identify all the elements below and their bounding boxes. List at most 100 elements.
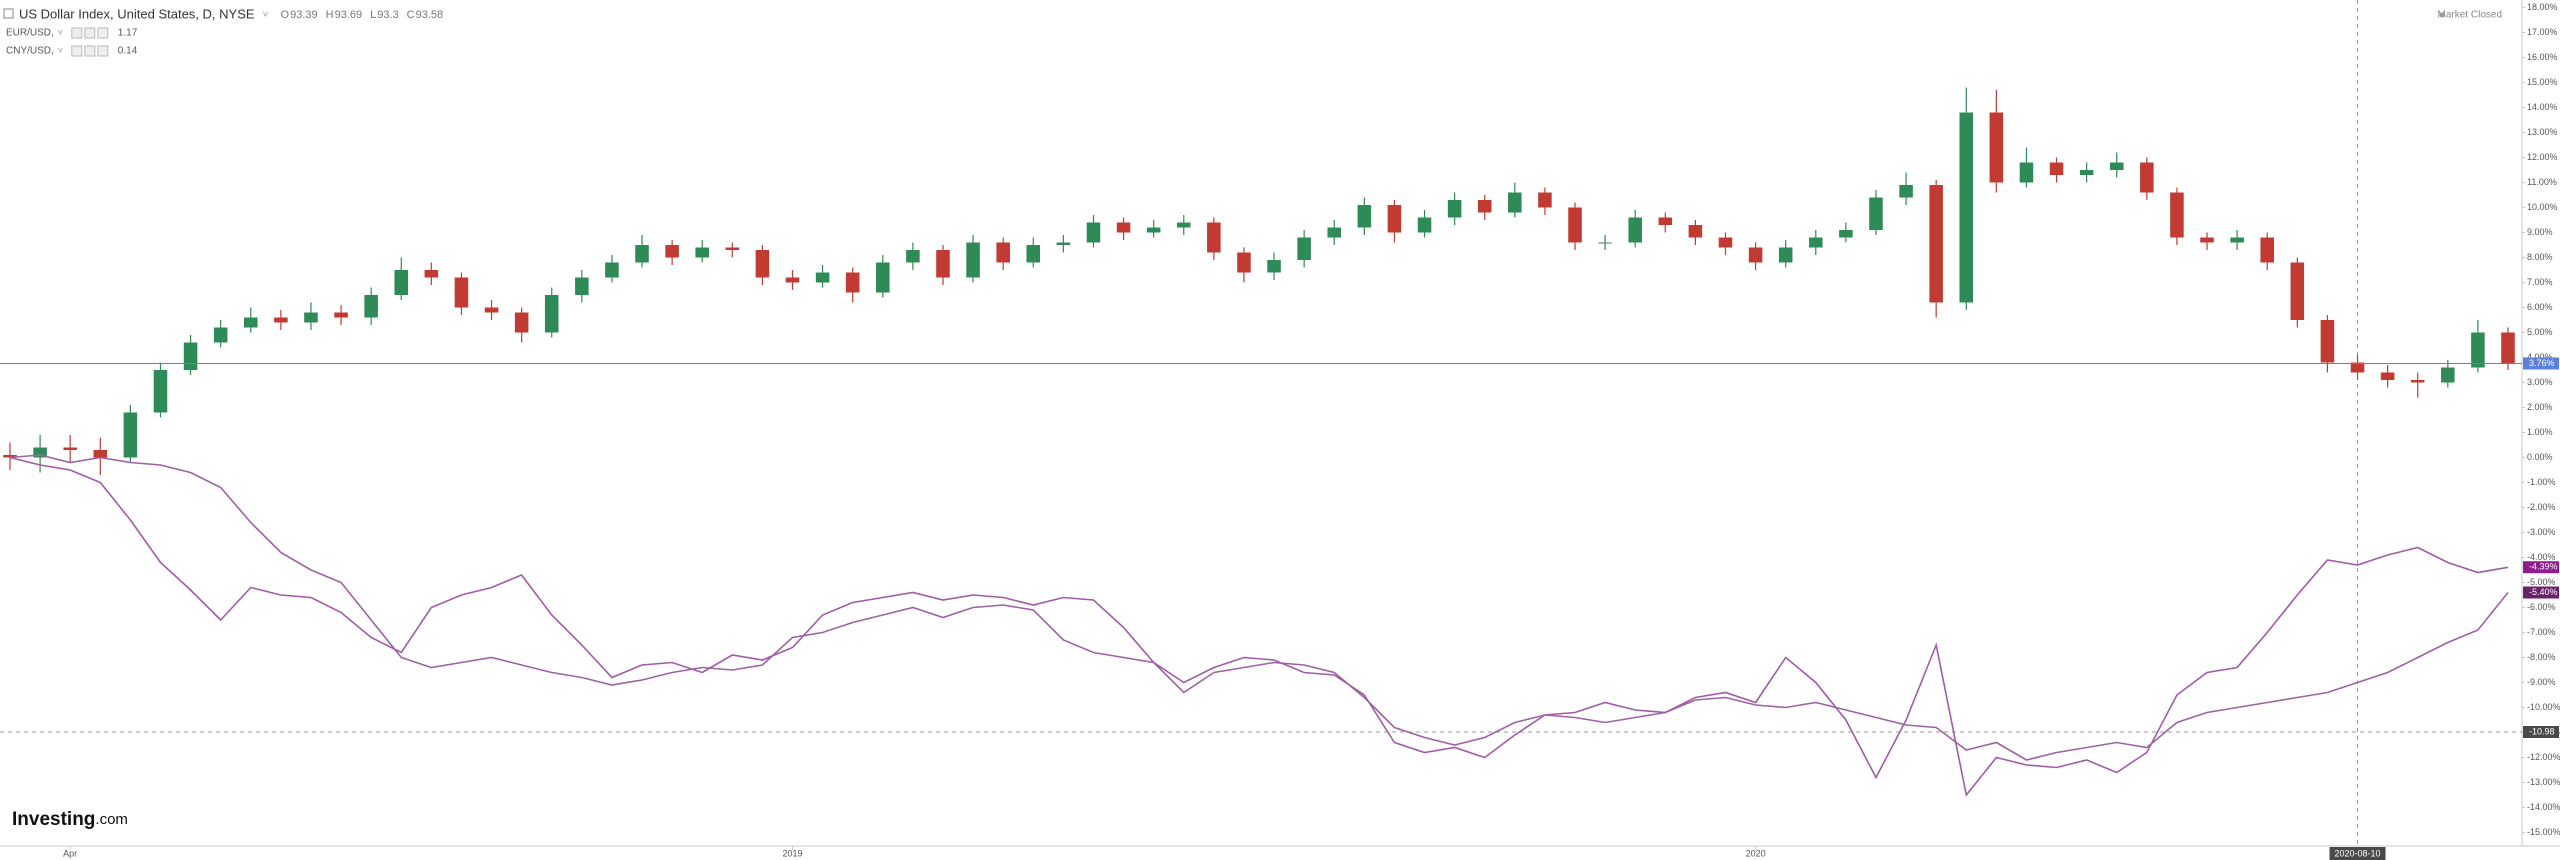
- x-tick-label: Apr: [63, 848, 77, 858]
- candle-body: [1267, 260, 1281, 273]
- candle-body: [695, 247, 709, 258]
- legend-name: CNY/USD,: [6, 46, 54, 57]
- candle-body: [2170, 192, 2184, 238]
- candle-body: [1568, 207, 1582, 243]
- candle-body: [1899, 185, 1913, 198]
- candle-body: [1959, 112, 1974, 303]
- market-status: Market Closed: [2438, 10, 2502, 21]
- series-line: [9, 456, 2509, 797]
- candle-body: [1778, 247, 1793, 263]
- legend-close-button[interactable]: [97, 27, 109, 39]
- readout-label: L: [370, 9, 376, 21]
- candle-body: [1628, 217, 1642, 243]
- legend-value: 1.17: [118, 28, 138, 39]
- readout-value: 93.39: [290, 9, 318, 21]
- y-tick-label: 15.00%: [2527, 77, 2558, 87]
- candle-body: [484, 307, 499, 313]
- candle-body: [1839, 230, 1853, 238]
- candle-body: [63, 447, 77, 450]
- candle-body: [1297, 237, 1311, 260]
- candle-body: [334, 312, 348, 318]
- collapse-icon[interactable]: [3, 8, 14, 19]
- legend-settings-button[interactable]: [84, 45, 96, 57]
- main-title: US Dollar Index, United States, D, NYSE: [19, 6, 255, 21]
- y-tick-label: 3.00%: [2527, 377, 2553, 387]
- legend-name: EUR/USD,: [6, 28, 54, 39]
- candle-body: [1056, 242, 1071, 245]
- legend-eye-button[interactable]: [71, 45, 83, 57]
- y-tick-label: -3.00%: [2527, 527, 2556, 537]
- y-tick-label: 14.00%: [2527, 102, 2558, 112]
- candle-body: [2290, 262, 2305, 320]
- x-tick-label: 2019: [782, 848, 802, 858]
- series-last-box: [2523, 586, 2559, 599]
- series-line: [9, 454, 2509, 761]
- candle-body: [665, 245, 679, 258]
- y-tick-label: 10.00%: [2527, 202, 2558, 212]
- y-tick-label: -6.00%: [2527, 602, 2556, 612]
- candle-body: [364, 295, 378, 318]
- candle-body: [2079, 170, 2094, 175]
- y-tick-label: 5.00%: [2527, 327, 2553, 337]
- candle-body: [1207, 222, 1221, 253]
- candle-body: [2350, 362, 2365, 373]
- y-tick-label: 18.00%: [2527, 2, 2558, 12]
- y-tick-label: -9.00%: [2527, 677, 2556, 687]
- candle-body: [1989, 112, 2004, 183]
- candle-body: [153, 370, 168, 413]
- y-tick-label: 0.00%: [2527, 452, 2553, 462]
- candle-body: [2380, 372, 2395, 380]
- candle-body: [1748, 247, 1763, 263]
- logo: Investing.com: [12, 809, 128, 830]
- candle-body: [213, 327, 228, 343]
- y-tick-label: -12.00%: [2527, 752, 2560, 762]
- dropdown-icon: ˅: [58, 27, 63, 37]
- candle-body: [2320, 320, 2335, 363]
- candle-body: [2230, 237, 2244, 243]
- candle-body: [1869, 197, 1883, 230]
- y-tick-label: -10.00%: [2527, 702, 2560, 712]
- readout-label: O: [281, 9, 290, 21]
- crosshair-x-label-box: [2329, 847, 2386, 860]
- y-tick-label: -14.00%: [2527, 802, 2560, 812]
- candle-body: [2471, 332, 2485, 368]
- candle-body: [1357, 205, 1372, 228]
- candle-body: [544, 295, 559, 333]
- candle-body: [755, 250, 770, 278]
- candle-body: [2200, 237, 2214, 243]
- candle-body: [2501, 332, 2515, 364]
- y-tick-label: 11.00%: [2527, 177, 2557, 187]
- y-tick-label: 12.00%: [2527, 152, 2558, 162]
- y-tick-label: -8.00%: [2527, 652, 2556, 662]
- candle-body: [605, 262, 619, 278]
- legend-eye-button[interactable]: [71, 27, 83, 39]
- legend-close-button[interactable]: [97, 45, 109, 57]
- candle-body: [183, 342, 198, 370]
- candle-body: [785, 277, 800, 283]
- candle-body: [1237, 252, 1251, 273]
- candle-body: [514, 312, 529, 333]
- candle-body: [2410, 380, 2425, 383]
- crosshair-y-label-box: [2523, 726, 2559, 738]
- y-tick-label: -1.00%: [2527, 477, 2556, 487]
- y-tick-label: -5.00%: [2527, 577, 2556, 587]
- y-tick-label: 9.00%: [2527, 227, 2553, 237]
- y-tick-label: 8.00%: [2527, 252, 2553, 262]
- candle-body: [845, 272, 860, 293]
- dropdown-icon: ˅: [58, 45, 63, 55]
- candle-body: [1387, 205, 1402, 233]
- legend-value: 0.14: [118, 46, 138, 57]
- candle-body: [304, 312, 318, 323]
- candle-body: [1508, 192, 1522, 213]
- dropdown-icon: ˅: [263, 10, 269, 21]
- candle-body: [1176, 222, 1191, 228]
- y-tick-label: 1.00%: [2527, 427, 2553, 437]
- candle-body: [1538, 192, 1552, 208]
- legend-settings-button[interactable]: [84, 27, 96, 39]
- last-price-box: [2523, 357, 2559, 370]
- candle-body: [123, 412, 138, 458]
- series-last-box: [2523, 561, 2559, 574]
- candle-body: [966, 242, 980, 278]
- crosshair-y-label: -10.98: [2529, 726, 2555, 736]
